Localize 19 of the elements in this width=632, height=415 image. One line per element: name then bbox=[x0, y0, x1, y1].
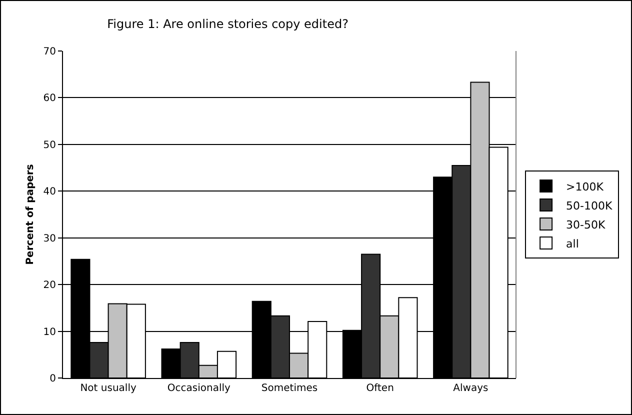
y-axis-title: Percent of papers bbox=[25, 164, 36, 265]
x-tick-label: Sometimes bbox=[261, 383, 318, 394]
y-tick-label: 20 bbox=[43, 280, 56, 292]
x-tick-label: Often bbox=[366, 383, 394, 394]
x-tick-label: Always bbox=[453, 383, 488, 394]
legend-label: 50-100K bbox=[566, 199, 614, 212]
y-tick-label: 40 bbox=[43, 186, 56, 198]
legend-label: >100K bbox=[566, 180, 604, 194]
y-tick-label: 70 bbox=[43, 46, 56, 58]
chart-title: Figure 1: Are online stories copy edited? bbox=[107, 16, 348, 31]
y-tick-label: 50 bbox=[43, 140, 56, 151]
y-tick-label: 30 bbox=[43, 233, 56, 244]
legend-label: all bbox=[566, 237, 579, 250]
x-tick-label: Occasionally bbox=[167, 383, 230, 394]
y-tick-label: 10 bbox=[43, 326, 56, 338]
x-tick-label: Not usually bbox=[80, 383, 136, 394]
legend-label: 30-50K bbox=[566, 218, 606, 232]
y-tick-label: 0 bbox=[50, 374, 56, 384]
y-tick-label: 60 bbox=[43, 93, 56, 104]
